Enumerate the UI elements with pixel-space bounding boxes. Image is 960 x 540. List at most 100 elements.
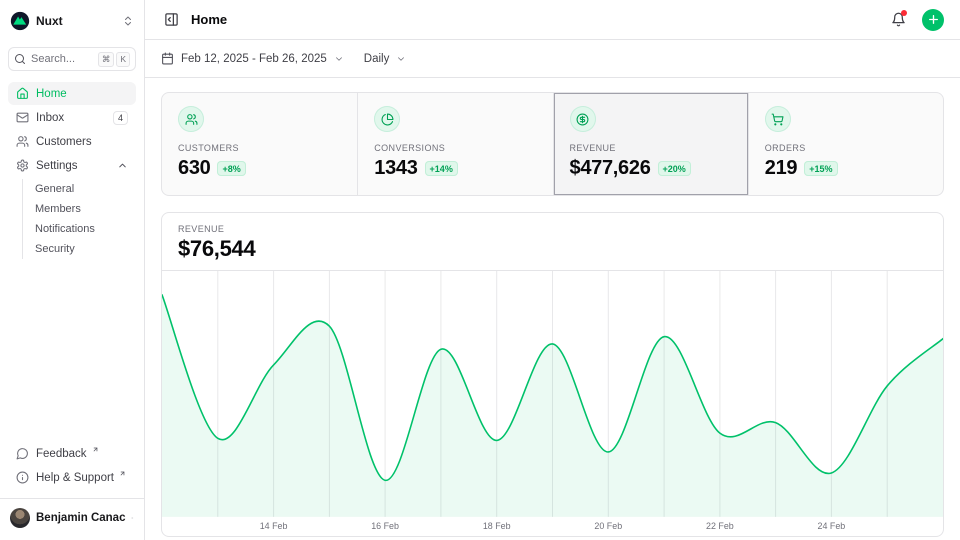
- stats-panel: CUSTOMERS 630 +8% CONVERSIONS 1343 +14%: [161, 92, 944, 196]
- gear-icon: [17, 159, 28, 172]
- sidebar-item-help-support[interactable]: Help & Support: [8, 466, 136, 489]
- inbox-count-badge: 4: [112, 110, 128, 125]
- mail-icon: [16, 112, 29, 123]
- bell-icon: [891, 12, 905, 27]
- x-axis-tick-label: 24 Feb: [818, 521, 846, 531]
- sidebar-item-feedback[interactable]: Feedback: [8, 442, 136, 465]
- stat-icon-chip: [764, 106, 791, 132]
- sidebar-item-label: Help & Support: [36, 471, 114, 484]
- search-placeholder: Search...: [31, 53, 76, 65]
- sidebar-item-home[interactable]: Home: [8, 82, 136, 105]
- chart-header: REVENUE $76,544: [162, 213, 943, 271]
- nuxt-logo-icon: [10, 11, 30, 31]
- stat-label: ORDERS: [764, 143, 806, 153]
- sidebar-item-customers[interactable]: Customers: [8, 130, 136, 153]
- panel-left-close-icon: [164, 13, 178, 26]
- chevron-up-icon: [119, 163, 126, 168]
- period-select[interactable]: Daily: [364, 53, 407, 65]
- stat-delta-badge: +20%: [657, 161, 691, 176]
- shopping-cart-icon: [771, 113, 784, 125]
- stat-icon-chip: [178, 106, 204, 132]
- filters-toolbar: Feb 12, 2025 - Feb 26, 2025 Daily: [145, 40, 960, 78]
- stat-card-orders[interactable]: ORDERS 219 +15%: [747, 93, 943, 195]
- stat-value: $477,626: [569, 157, 651, 179]
- calendar-icon: [162, 52, 173, 65]
- stat-delta-badge: +15%: [804, 161, 838, 176]
- sidebar-item-members[interactable]: Members: [35, 203, 81, 215]
- stat-icon-chip: [374, 106, 401, 132]
- chevron-down-icon: [398, 56, 405, 61]
- date-range-label: Feb 12, 2025 - Feb 26, 2025: [181, 52, 327, 65]
- stat-delta-badge: +8%: [217, 161, 246, 176]
- plus-icon: [928, 15, 938, 24]
- sidebar-item-label: Feedback: [36, 447, 87, 460]
- revenue-chart-panel: REVENUE $76,544 14 Feb 16 Feb 18 Feb 20 Feb…: [161, 212, 944, 537]
- stat-card-revenue[interactable]: REVENUE $477,626 +20%: [552, 93, 748, 195]
- chart-label: REVENUE: [178, 224, 225, 234]
- stat-label: CONVERSIONS: [374, 143, 446, 153]
- user-menu[interactable]: Benjamin Canac: [8, 506, 136, 530]
- sidebar-item-security[interactable]: Security: [35, 243, 75, 255]
- sidebar-spacer: [8, 261, 136, 442]
- chevron-down-icon: [335, 56, 342, 61]
- add-button[interactable]: [922, 8, 944, 31]
- message-circle-icon: [16, 448, 28, 460]
- sidebar-item-label: Customers: [36, 135, 92, 148]
- stat-icon-chip: [569, 106, 596, 132]
- chevron-up-down-icon: [125, 16, 131, 26]
- x-axis-tick-label: 14 Feb: [260, 521, 288, 531]
- stat-label: REVENUE: [569, 143, 616, 153]
- x-axis-tick-label: 16 Feb: [371, 521, 399, 531]
- search-shortcut: ⌘ K: [97, 51, 130, 67]
- search-input[interactable]: Search... ⌘ K: [8, 47, 136, 71]
- stat-card-conversions[interactable]: CONVERSIONS 1343 +14%: [357, 93, 552, 195]
- arrow-up-right-icon: [93, 447, 97, 452]
- chevron-up-down-icon: [132, 517, 134, 519]
- stat-value: 1343: [374, 157, 418, 179]
- team-name: Nuxt: [36, 14, 63, 28]
- pie-chart-icon: [381, 113, 394, 125]
- sidebar-item-notifications[interactable]: Notifications: [35, 223, 95, 235]
- settings-subnav: General Members Notifications Security: [22, 179, 136, 259]
- sidebar-item-label: Home: [36, 87, 67, 100]
- stat-value: 219: [764, 157, 798, 179]
- sidebar: Nuxt Search... ⌘ K Home Inbox 4 Cu: [0, 0, 145, 540]
- chart-area-fill: [162, 294, 943, 517]
- page-content: CUSTOMERS 630 +8% CONVERSIONS 1343 +14%: [145, 78, 960, 540]
- x-axis-tick-label: 18 Feb: [483, 521, 511, 531]
- kbd-k: K: [116, 51, 130, 67]
- collapse-sidebar-button[interactable]: [161, 10, 181, 30]
- sidebar-item-label: Settings: [36, 159, 78, 172]
- notifications-button[interactable]: [888, 9, 908, 30]
- search-icon: [15, 54, 25, 64]
- stat-card-customers[interactable]: CUSTOMERS 630 +8%: [162, 93, 357, 195]
- chart-value: $76,544: [178, 236, 256, 261]
- sidebar-nav: Home Inbox 4 Customers Settings General …: [8, 82, 136, 261]
- header-actions: [888, 8, 944, 31]
- arrow-up-right-icon: [120, 471, 125, 476]
- sidebar-item-settings[interactable]: Settings: [8, 154, 136, 177]
- x-axis-tick-label: 20 Feb: [594, 521, 622, 531]
- stat-delta-badge: +14%: [424, 161, 458, 176]
- team-switcher[interactable]: Nuxt: [8, 8, 136, 34]
- user-name: Benjamin Canac: [36, 512, 126, 524]
- x-axis-tick-label: 22 Feb: [706, 521, 734, 531]
- page-header: Home: [145, 0, 960, 40]
- revenue-chart[interactable]: 14 Feb 16 Feb 18 Feb 20 Feb 22 Feb 24 Feb: [162, 271, 943, 536]
- stat-value: 630: [178, 157, 211, 179]
- notification-dot: [901, 9, 907, 16]
- circle-dollar-icon: [576, 113, 589, 125]
- info-icon: [16, 471, 29, 484]
- sidebar-item-inbox[interactable]: Inbox 4: [8, 106, 136, 129]
- sidebar-item-general[interactable]: General: [35, 183, 75, 195]
- kbd-cmd: ⌘: [97, 51, 115, 67]
- period-label: Daily: [363, 52, 390, 65]
- date-range-picker[interactable]: Feb 12, 2025 - Feb 26, 2025: [161, 52, 344, 65]
- house-icon: [17, 87, 28, 99]
- users-icon: [16, 136, 29, 147]
- page-title: Home: [191, 12, 228, 27]
- main-area: Home Feb 12, 2025 - Feb 26, 2025 Daily: [145, 0, 960, 540]
- sidebar-footer: Benjamin Canac: [0, 498, 144, 532]
- chart-line: [162, 293, 943, 482]
